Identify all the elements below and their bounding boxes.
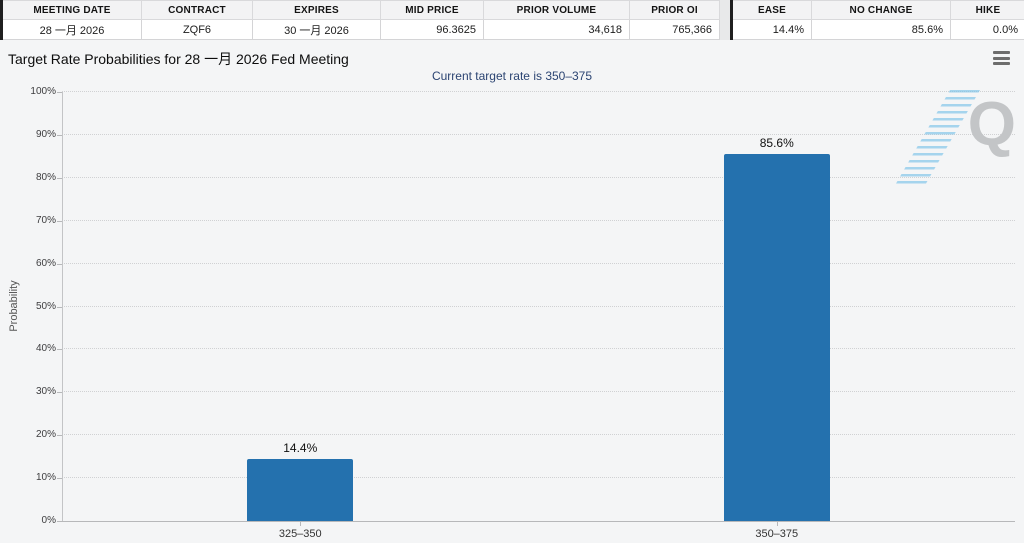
cell-expires: 30 一月 2026: [252, 19, 381, 40]
y-axis-tick: [57, 220, 62, 222]
y-axis-tick: [57, 392, 62, 394]
y-axis-tick: [57, 521, 62, 522]
y-axis-tick: [57, 92, 62, 93]
y-tick-label: 30%: [35, 386, 56, 398]
y-axis-tick: [57, 349, 62, 351]
chart-subtitle: Current target rate is 350–375: [431, 69, 593, 83]
move-probability-table: EASE NO CHANGE HIKE 14.4% 85.6% 0.0%: [730, 0, 1024, 40]
y-tick-label: 70%: [35, 214, 56, 226]
y-gridline: [62, 219, 1015, 221]
y-tick-label: 60%: [35, 257, 56, 269]
y-gridline: [62, 348, 1015, 350]
quikstrike-watermark-icon: Q: [895, 88, 1022, 188]
contract-summary-row: MEETING DATE CONTRACT EXPIRES MID PRICE …: [0, 0, 1024, 40]
bar-350–375[interactable]: [723, 153, 830, 521]
y-axis-tick: [57, 478, 62, 480]
chart-panel: Target Rate Probabilities for 28 一月 2026…: [0, 40, 1024, 543]
chart-title: Target Rate Probabilities for 28 一月 2026…: [8, 51, 349, 67]
y-tick-label: 90%: [35, 128, 56, 140]
cell-prior-volume: 34,618: [483, 19, 630, 40]
y-gridline: [62, 305, 1015, 307]
probability-table-row: 14.4% 85.6% 0.0%: [731, 19, 1024, 40]
cell-ease: 14.4%: [731, 19, 812, 40]
bar-value-label: 85.6%: [759, 135, 794, 150]
cell-hike: 0.0%: [950, 19, 1024, 40]
header-ease: EASE: [731, 0, 812, 20]
hamburger-menu-icon[interactable]: [993, 51, 1010, 66]
y-tick-label: 100%: [30, 86, 56, 97]
cell-no-change: 85.6%: [811, 19, 951, 40]
cell-contract: ZQF6: [141, 19, 253, 40]
x-axis-line: [62, 521, 1015, 522]
y-axis-tick: [57, 263, 62, 265]
y-gridline: [62, 176, 1015, 178]
y-tick-label: 50%: [35, 300, 56, 312]
header-hike: HIKE: [950, 0, 1024, 20]
y-axis-tick: [57, 435, 62, 437]
header-meeting-date: MEETING DATE: [1, 0, 142, 20]
y-gridline: [62, 391, 1015, 393]
y-tick-label: 40%: [35, 343, 56, 355]
header-expires: EXPIRES: [252, 0, 381, 20]
y-gridline: [62, 91, 1015, 92]
y-axis-line: [62, 92, 63, 521]
y-tick-label: 10%: [35, 472, 56, 484]
header-mid-price: MID PRICE: [380, 0, 484, 20]
contract-table-row[interactable]: 28 一月 2026 ZQF6 30 一月 2026 96.3625 34,61…: [1, 19, 720, 40]
y-gridline: [62, 262, 1015, 264]
probability-bar-chart: Probability Q 0% 10% 20% 30% 40% 50% 60% 70% 80%…: [0, 40, 1024, 543]
x-axis-tick: [776, 521, 778, 526]
cell-meeting-date: 28 一月 2026: [1, 19, 142, 40]
probability-table-header-row: EASE NO CHANGE HIKE: [731, 0, 1024, 20]
y-gridline: [62, 477, 1015, 479]
bar-value-label: 14.4%: [283, 441, 318, 456]
header-no-change: NO CHANGE: [811, 0, 951, 20]
header-prior-oi: PRIOR OI: [629, 0, 720, 20]
y-axis-tick: [57, 177, 62, 179]
bar-325–350[interactable]: [247, 459, 354, 521]
y-axis-tick: [57, 306, 62, 308]
contract-info-table: MEETING DATE CONTRACT EXPIRES MID PRICE …: [0, 0, 720, 40]
x-tick-label: 325–350: [278, 528, 322, 540]
cell-mid-price: 96.3625: [380, 19, 484, 40]
watermark-q-letter: Q: [967, 90, 1016, 159]
y-gridline: [62, 133, 1015, 135]
y-tick-label: 80%: [35, 171, 56, 183]
y-axis-tick: [57, 134, 62, 136]
header-prior-volume: PRIOR VOLUME: [483, 0, 630, 20]
y-tick-label: 20%: [35, 429, 56, 441]
header-contract: CONTRACT: [141, 0, 253, 20]
x-axis-tick: [300, 521, 302, 526]
x-tick-label: 350–375: [755, 528, 799, 540]
y-tick-label: 0%: [41, 515, 56, 526]
y-gridline: [62, 434, 1015, 436]
cell-prior-oi: 765,366: [629, 19, 720, 40]
contract-table-header-row: MEETING DATE CONTRACT EXPIRES MID PRICE …: [1, 0, 720, 20]
